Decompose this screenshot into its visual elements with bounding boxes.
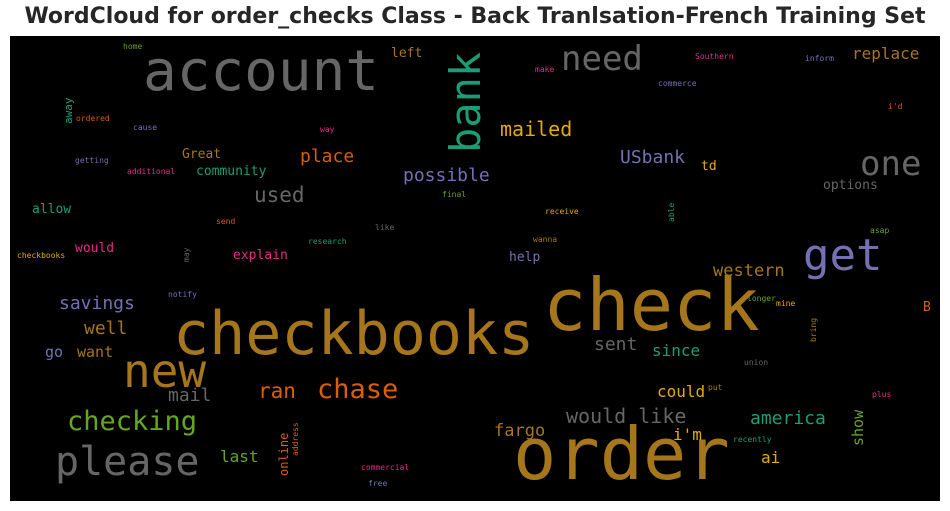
word-one: one — [860, 144, 922, 184]
word-additional: additional — [127, 167, 176, 176]
word-southern: Southern — [695, 52, 734, 61]
word-account: account — [143, 39, 380, 104]
word-since: since — [652, 341, 701, 360]
word-bank: bank — [441, 51, 490, 153]
word-send: send — [216, 217, 236, 226]
word-need: need — [561, 39, 643, 79]
word-make: make — [535, 65, 555, 74]
word-im: i'm — [673, 425, 702, 444]
word-asap: asap — [870, 226, 890, 235]
word-away: away — [62, 97, 75, 125]
word-mail: mail — [168, 385, 212, 406]
word-western: western — [713, 261, 785, 281]
word-replace: replace — [852, 44, 920, 63]
word-like: like — [375, 223, 395, 232]
word-america: america — [750, 408, 826, 429]
word-fargo: fargo — [494, 421, 546, 441]
word-put: put — [708, 383, 723, 392]
word-check: check — [543, 263, 760, 347]
word-mailed: mailed — [500, 117, 573, 141]
word-could: could — [657, 382, 706, 401]
word-ran: ran — [258, 379, 296, 403]
word-longer: longer — [747, 294, 776, 303]
word-want: want — [77, 343, 114, 361]
word-please: please — [55, 439, 200, 485]
word-options: options — [823, 178, 878, 193]
word-possible: possible — [403, 165, 490, 186]
word-place: place — [300, 146, 355, 167]
word-well: well — [84, 318, 128, 339]
word-order: order — [513, 412, 730, 496]
word-wanna: wanna — [533, 235, 558, 244]
word-checkbooks: checkbooks — [173, 299, 535, 369]
word-used: used — [254, 183, 305, 207]
word-ai: ai — [761, 448, 781, 467]
word-bring: bring — [809, 317, 818, 342]
word-chase: chase — [317, 374, 399, 405]
word-able: able — [667, 202, 676, 222]
word-receive: receive — [545, 207, 579, 216]
chart-title: WordCloud for order_checks Class - Back … — [24, 4, 926, 29]
word-way: way — [320, 125, 335, 134]
word-may: may — [182, 247, 191, 262]
word-commercial: commercial — [361, 463, 410, 472]
word-new: new — [123, 344, 207, 398]
word-left: left — [391, 46, 423, 61]
word-getting: getting — [75, 156, 109, 165]
word-usbank: USbank — [620, 147, 686, 168]
word-explain: explain — [233, 248, 288, 263]
word-help: help — [509, 250, 541, 265]
word-notify: notify — [168, 290, 197, 299]
word-plus: plus — [872, 390, 892, 399]
word-cloud: check order checkbooks account new pleas… — [10, 36, 940, 501]
word-mine: mine — [776, 299, 796, 308]
word-union: union — [744, 358, 769, 367]
word-great: Great — [182, 147, 222, 162]
word-address: address — [291, 422, 300, 456]
word-show: show — [849, 409, 867, 446]
word-id: i'd — [888, 102, 903, 111]
word-b: B — [923, 300, 931, 315]
word-get: get — [803, 230, 883, 281]
word-checking: checking — [67, 406, 198, 437]
word-td: td — [701, 159, 717, 174]
word-community: community — [196, 164, 267, 179]
word-would: would — [75, 241, 115, 256]
word-free: free — [368, 479, 388, 488]
word-ordered: ordered — [76, 114, 110, 123]
word-inform: inform — [805, 54, 834, 63]
word-sent: sent — [594, 334, 638, 355]
word-go: go — [45, 343, 64, 361]
word-would-like: would like — [566, 404, 687, 428]
word-last: last — [220, 447, 259, 466]
word-allow: allow — [32, 202, 72, 217]
word-commerce: commerce — [658, 79, 697, 88]
word-final: final — [442, 190, 467, 199]
word-recently: recently — [733, 435, 772, 444]
word-checkbooks-small: checkbooks — [17, 251, 66, 260]
word-research: research — [308, 237, 347, 246]
word-online: online — [277, 432, 291, 476]
word-savings: savings — [59, 293, 135, 314]
word-home: home — [123, 42, 143, 51]
word-cause: cause — [133, 123, 158, 132]
